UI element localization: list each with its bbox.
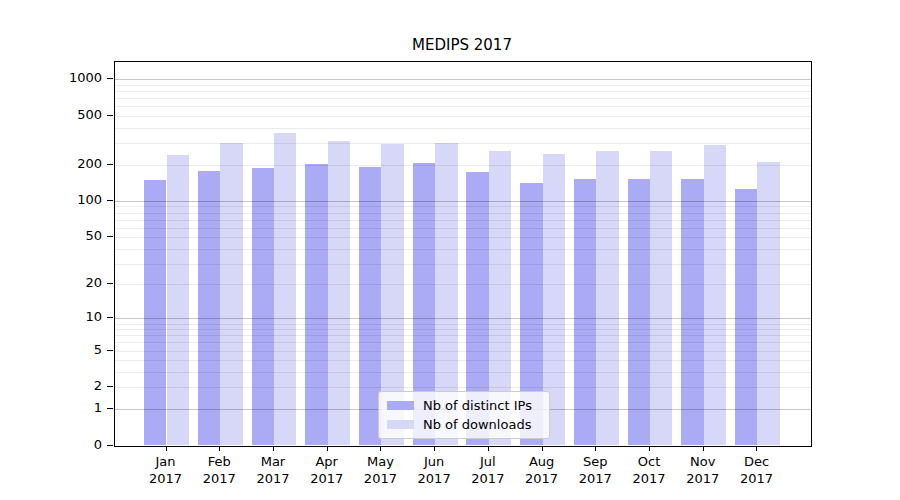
y-tick-label: 20 [42,275,102,291]
x-tick-mark [380,447,381,451]
x-tick-year: 2017 [673,470,733,487]
y-tick-mark [107,164,113,165]
legend-label-distinct-ips: Nb of distinct IPs [423,398,532,413]
legend-swatch-distinct-ips [387,401,414,410]
bar-distinct-ips-mar [252,168,274,445]
x-tick-mark [756,447,757,451]
chart-title: MEDIPS 2017 [114,36,810,54]
grid-minor-line [115,128,811,129]
x-tick-year: 2017 [565,470,625,487]
x-tick-mark [273,447,274,451]
bar-downloads-oct [650,151,672,445]
legend-row-distinct-ips: Nb of distinct IPs [387,398,539,413]
bar-distinct-ips-nov [681,179,703,446]
x-tick-year: 2017 [726,470,786,487]
x-tick-year: 2017 [350,470,410,487]
x-tick-label-jun: Jun2017 [404,453,464,487]
x-tick-year: 2017 [458,470,518,487]
x-tick-label-apr: Apr2017 [297,453,357,487]
y-tick-mark [107,386,113,387]
x-tick-mark [327,447,328,451]
y-tick-label: 10 [42,309,102,325]
y-tick-label: 2 [42,378,102,394]
x-tick-label-feb: Feb2017 [189,453,249,487]
x-tick-year: 2017 [404,470,464,487]
plot-area [114,61,812,447]
x-tick-label-oct: Oct2017 [619,453,679,487]
y-tick-label: 50 [42,228,102,244]
bar-distinct-ips-dec [735,189,757,446]
bar-distinct-ips-sep [574,179,596,446]
x-tick-label-sep: Sep2017 [565,453,625,487]
bar-downloads-jan [167,155,189,446]
y-tick-mark [107,350,113,351]
y-tick-mark [107,200,113,201]
y-tick-mark [107,236,113,237]
y-tick-label: 5 [42,342,102,358]
y-tick-label: 200 [42,156,102,172]
bar-downloads-apr [328,141,350,446]
y-tick-mark [107,283,113,284]
y-tick-label: 0 [42,437,102,453]
y-tick-label: 500 [42,107,102,123]
y-tick-label: 1 [42,400,102,416]
grid-major-line [115,79,811,80]
bar-downloads-mar [274,133,296,446]
bar-downloads-feb [220,143,242,446]
x-tick-year: 2017 [619,470,679,487]
x-tick-label-may: May2017 [350,453,410,487]
bar-distinct-ips-apr [305,164,327,446]
x-tick-mark [488,447,489,451]
x-tick-mark [649,447,650,451]
legend: Nb of distinct IPs Nb of downloads [378,391,550,439]
bar-chart-medips-2017: MEDIPS 2017 10005002001005020105210 Jan2… [0,0,900,500]
x-tick-mark [166,447,167,451]
y-tick-label: 1000 [42,70,102,86]
x-tick-year: 2017 [512,470,572,487]
bar-distinct-ips-oct [628,179,650,445]
x-tick-label-jan: Jan2017 [136,453,196,487]
bar-distinct-ips-jan [144,180,166,446]
x-tick-label-mar: Mar2017 [243,453,303,487]
x-tick-year: 2017 [297,470,357,487]
y-tick-mark [107,317,113,318]
bar-downloads-dec [757,162,779,446]
x-tick-label-jul: Jul2017 [458,453,518,487]
x-tick-mark [595,447,596,451]
x-tick-label-aug: Aug2017 [512,453,572,487]
x-tick-mark [542,447,543,451]
grid-minor-line [115,106,811,107]
grid-minor-line [115,85,811,86]
y-tick-label: 100 [42,192,102,208]
grid-minor-line [115,91,811,92]
y-tick-mark [107,408,113,409]
bar-distinct-ips-feb [198,171,220,446]
legend-row-downloads: Nb of downloads [387,417,539,432]
x-tick-year: 2017 [243,470,303,487]
bar-downloads-sep [596,151,618,445]
x-tick-mark [219,447,220,451]
legend-swatch-downloads [387,420,414,429]
y-tick-mark [107,445,113,446]
y-tick-mark [107,78,113,79]
grid-minor-line [115,116,811,117]
x-tick-year: 2017 [189,470,249,487]
x-tick-label-nov: Nov2017 [673,453,733,487]
x-tick-mark [434,447,435,451]
x-tick-mark [703,447,704,451]
y-tick-mark [107,115,113,116]
x-tick-year: 2017 [136,470,196,487]
legend-label-downloads: Nb of downloads [423,417,531,432]
bar-downloads-nov [704,145,726,445]
grid-minor-line [115,98,811,99]
x-tick-label-dec: Dec2017 [726,453,786,487]
